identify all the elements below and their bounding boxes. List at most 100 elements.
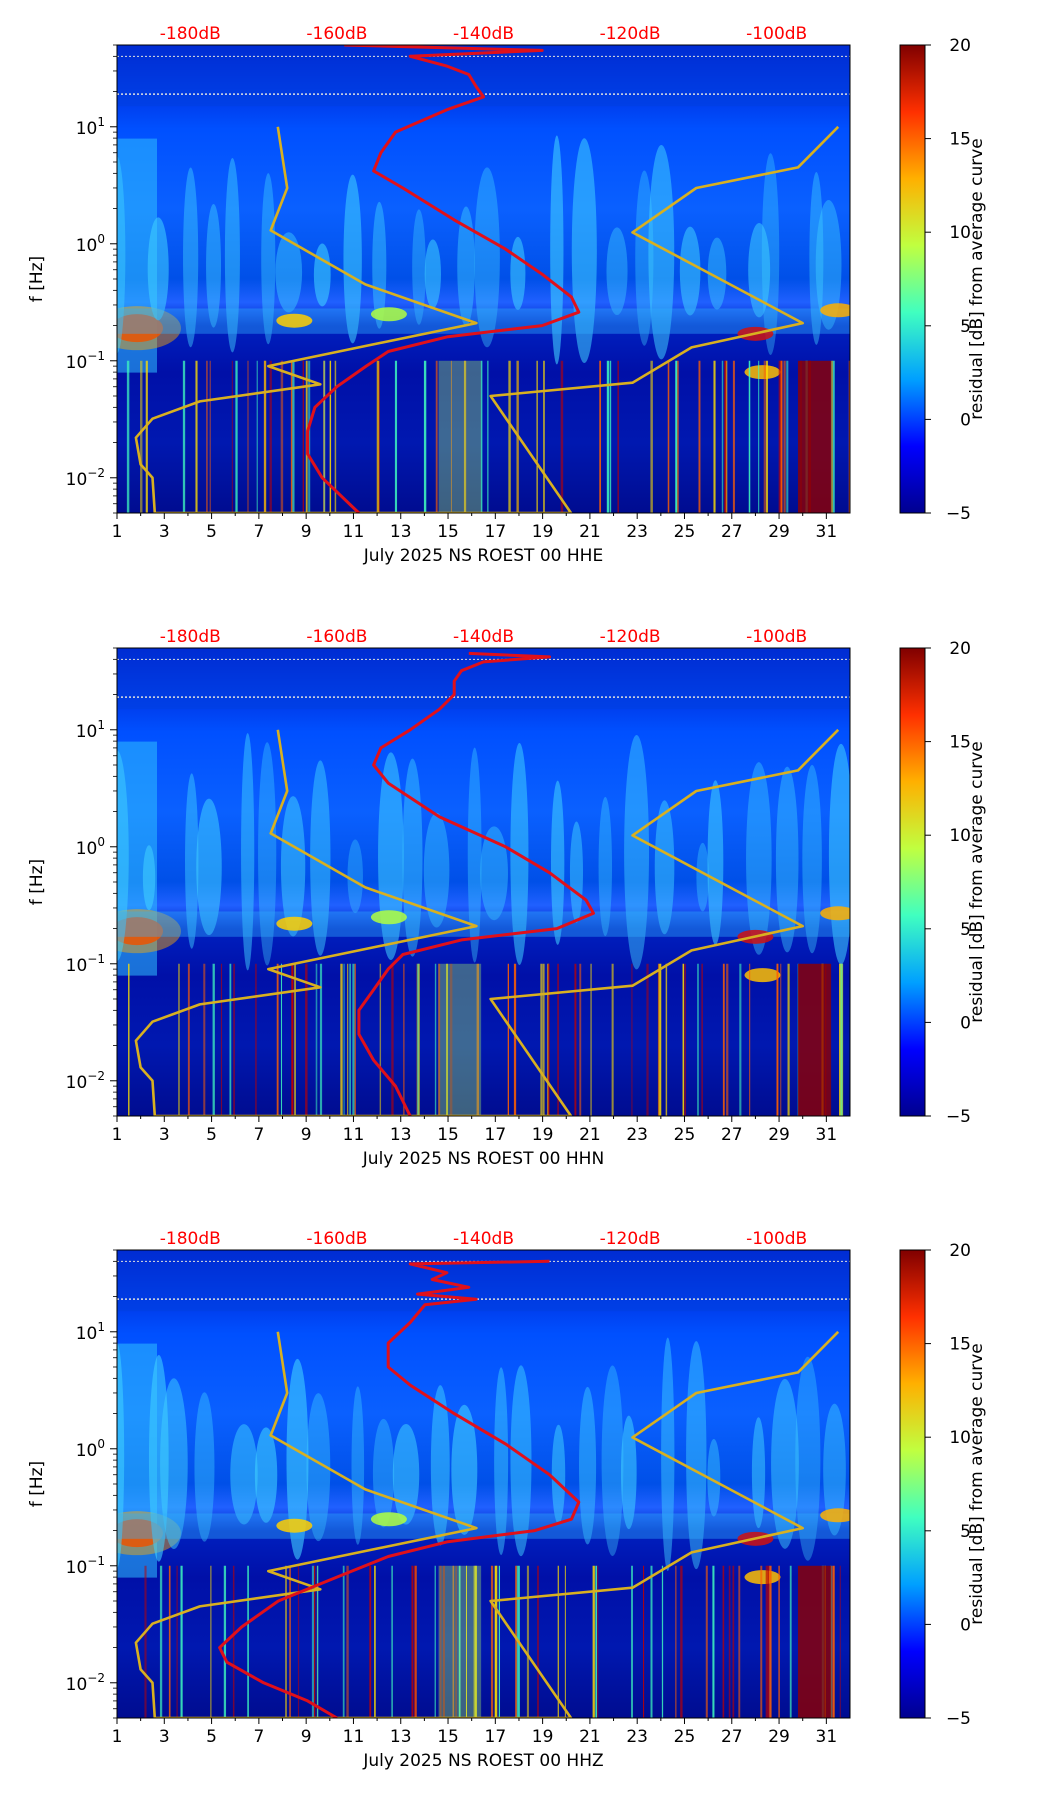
y-axis-label: f [Hz] bbox=[27, 256, 47, 302]
colorbar-gradient bbox=[899, 1249, 926, 1719]
x-tick-label: 5 bbox=[206, 522, 217, 542]
x-tick-label: 9 bbox=[301, 1727, 312, 1747]
top-db-label: -160dB bbox=[306, 24, 367, 44]
colorbar-tick-label: 15 bbox=[949, 130, 971, 150]
spectrogram-image bbox=[117, 45, 850, 513]
colorbar: 20 15 10 5 0 −5 residual [dB] from average cur… bbox=[899, 36, 987, 524]
colorbar-tick-label: 15 bbox=[949, 1335, 971, 1355]
y-axis: 10−2 10−1 100 101 f [Hz] bbox=[27, 1249, 117, 1719]
spectrogram-image bbox=[117, 648, 850, 1116]
x-axis-label: July 2025 NS ROEST 00 HHN bbox=[362, 1149, 604, 1169]
x-tick-label: 9 bbox=[301, 522, 312, 542]
top-db-label: -160dB bbox=[306, 1229, 367, 1249]
x-tick-label: 11 bbox=[343, 522, 365, 542]
colorbar-tick-label: 5 bbox=[960, 317, 971, 337]
x-tick-label: 1 bbox=[112, 522, 123, 542]
colorbar-tick-label: −5 bbox=[946, 1709, 971, 1729]
x-tick-label: 25 bbox=[674, 522, 696, 542]
x-tick-label: 25 bbox=[674, 1125, 696, 1145]
x-tick-label: 31 bbox=[816, 1727, 838, 1747]
y-tick-label: 101 bbox=[76, 115, 105, 139]
x-axis-label: July 2025 NS ROEST 00 HHE bbox=[363, 546, 603, 566]
top-db-axis: -180dB -160dB -140dB -120dB -100dB bbox=[160, 1229, 807, 1249]
top-db-label: -120dB bbox=[600, 24, 661, 44]
colorbar-tick-label: 15 bbox=[949, 733, 971, 753]
colorbar-label: residual [dB] from average curve bbox=[967, 138, 987, 419]
x-tick-label: 27 bbox=[721, 1727, 743, 1747]
x-tick-label: 19 bbox=[532, 1727, 554, 1747]
y-tick-label: 101 bbox=[76, 718, 105, 742]
colorbar-tick-label: −5 bbox=[946, 1107, 971, 1127]
y-tick-label: 10−2 bbox=[66, 1069, 105, 1093]
colorbar-tick-label: 10 bbox=[949, 1428, 971, 1448]
noise-model-curve bbox=[306, 45, 581, 513]
x-tick-label: 17 bbox=[485, 1125, 507, 1145]
x-tick-label: 13 bbox=[390, 1727, 412, 1747]
x-tick-label: 3 bbox=[159, 1727, 170, 1747]
x-tick-label: 25 bbox=[674, 1727, 696, 1747]
colorbar-tick-label: 10 bbox=[949, 826, 971, 846]
x-tick-label: 9 bbox=[301, 1125, 312, 1145]
y-axis-label: f [Hz] bbox=[27, 1461, 47, 1507]
top-db-label: -180dB bbox=[160, 1229, 221, 1249]
x-tick-label: 19 bbox=[532, 1125, 554, 1145]
colorbar-tick-label: 5 bbox=[960, 1522, 971, 1542]
x-tick-label: 1 bbox=[112, 1727, 123, 1747]
top-db-label: -160dB bbox=[306, 627, 367, 647]
x-tick-label: 5 bbox=[206, 1125, 217, 1145]
x-tick-label: 13 bbox=[390, 1125, 412, 1145]
x-tick-label: 17 bbox=[485, 1727, 507, 1747]
x-tick-label: 21 bbox=[579, 1727, 601, 1747]
x-tick-label: 23 bbox=[626, 1125, 648, 1145]
colorbar-tick-label: −5 bbox=[946, 504, 971, 524]
colorbar-tick-label: 5 bbox=[960, 920, 971, 940]
top-db-label: -140dB bbox=[453, 627, 514, 647]
x-tick-label: 15 bbox=[437, 1125, 459, 1145]
x-tick-label: 27 bbox=[721, 522, 743, 542]
top-db-label: -180dB bbox=[160, 24, 221, 44]
x-tick-label: 5 bbox=[206, 1727, 217, 1747]
x-tick-label: 17 bbox=[485, 522, 507, 542]
average-curve bbox=[134, 125, 840, 513]
x-tick-label: 23 bbox=[626, 522, 648, 542]
colorbar-label: residual [dB] from average curve bbox=[967, 741, 987, 1022]
top-db-label: -120dB bbox=[600, 627, 661, 647]
x-tick-label: 29 bbox=[768, 522, 790, 542]
top-db-axis: -180dB -160dB -140dB -120dB -100dB bbox=[160, 24, 807, 44]
x-tick-label: 15 bbox=[437, 522, 459, 542]
y-tick-label: 100 bbox=[76, 835, 105, 859]
y-axis: 10−2 10−1 100 101 f [Hz] bbox=[27, 647, 117, 1117]
y-tick-label: 100 bbox=[76, 232, 105, 256]
top-db-label: -120dB bbox=[600, 1229, 661, 1249]
x-tick-label: 29 bbox=[768, 1125, 790, 1145]
y-tick-label: 10−2 bbox=[66, 466, 105, 490]
colorbar-tick-label: 20 bbox=[949, 36, 971, 56]
spectrogram-image bbox=[117, 1250, 850, 1718]
top-db-label: -100dB bbox=[746, 1229, 807, 1249]
x-tick-label: 23 bbox=[626, 1727, 648, 1747]
y-tick-label: 10−1 bbox=[66, 1554, 105, 1578]
average-curve bbox=[134, 728, 840, 1116]
y-tick-label: 10−2 bbox=[66, 1671, 105, 1695]
colorbar-label: residual [dB] from average curve bbox=[967, 1343, 987, 1624]
x-tick-label: 3 bbox=[159, 1125, 170, 1145]
x-tick-label: 7 bbox=[253, 1125, 264, 1145]
x-tick-label: 11 bbox=[343, 1727, 365, 1747]
top-db-label: -100dB bbox=[746, 627, 807, 647]
y-tick-label: 10−1 bbox=[66, 952, 105, 976]
x-tick-label: 3 bbox=[159, 522, 170, 542]
colorbar-tick-label: 20 bbox=[949, 1241, 971, 1261]
top-db-label: -140dB bbox=[453, 24, 514, 44]
x-tick-label: 7 bbox=[253, 522, 264, 542]
colorbar-tick-label: 0 bbox=[960, 1013, 971, 1033]
colorbar-gradient bbox=[899, 647, 926, 1117]
colorbar-gradient bbox=[899, 44, 926, 514]
y-axis: 10−2 10−1 100 101 f [Hz] bbox=[27, 44, 117, 514]
